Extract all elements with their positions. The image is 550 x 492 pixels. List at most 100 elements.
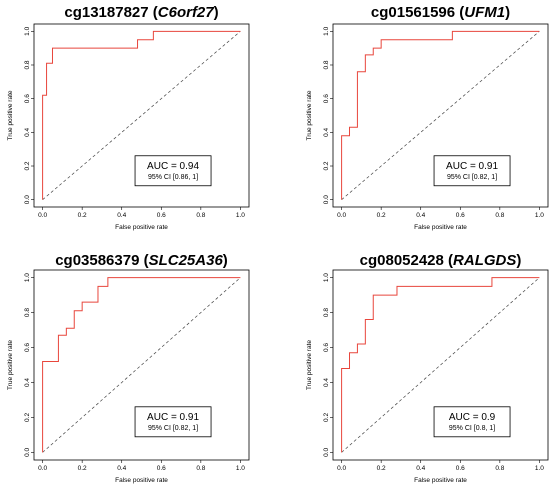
title-gene: UFM1 [464,4,505,21]
ci-label: 95% CI [0.86, 1] [148,174,198,181]
y-axis-label: True positive rate [7,340,14,390]
x-axis-label: False positive rate [115,477,168,484]
auc-box: AUC = 0.94 95% CI [0.86, 1] [134,155,212,187]
x-axis-label: False positive rate [414,477,467,484]
x-tick-label: 0.2 [78,212,87,219]
title-close-paren: ) [516,252,521,269]
y-tick-label: 0.6 [24,343,31,352]
title-gene: RALGDS [453,252,516,269]
ci-label: 95% CI [0.8, 1] [449,425,495,432]
title-code: cg13187827 ( [64,4,157,21]
title-close-paren: ) [223,252,228,269]
x-tick-label: 0.0 [38,465,47,472]
auc-box-frame [134,406,212,438]
y-tick-label: 0.0 [323,195,330,204]
ci-label: 95% CI [0.82, 1] [148,425,198,432]
x-tick-label: 0.2 [78,465,87,472]
x-tick-label: 0.2 [377,212,386,219]
y-tick-label: 0.0 [24,448,31,457]
y-axis-label: True positive rate [306,90,313,140]
auc-label: AUC = 0.9 [449,412,496,423]
y-tick-label: 0.0 [24,195,31,204]
roc-panel: cg08052428 (RALGDS) 0.0 0.0 0.2 0.2 0.4 0.4 0.6… [306,252,549,484]
x-tick-label: 1.0 [535,212,544,219]
plot-frame [332,23,549,208]
roc-curve [341,277,540,453]
x-tick-label: 0.4 [117,212,126,219]
roc-curve [341,30,540,200]
panel-title: cg13187827 (C6orf27) [64,4,218,21]
roc-panel: cg13187827 (C6orf27) 0.0 0.0 0.2 0.2 0.4 0.4 0.… [7,4,250,231]
y-tick-label: 0.6 [24,94,31,103]
x-axis-label: False positive rate [414,224,467,231]
panel-title: cg03586379 (SLC25A36) [55,252,228,269]
x-axis-label: False positive rate [115,224,168,231]
y-tick-label: 1.0 [24,26,31,35]
y-tick-label: 0.2 [323,161,330,170]
x-tick-label: 0.6 [157,465,166,472]
title-code: cg01561596 ( [371,4,464,21]
plot-frame [332,269,549,461]
x-tick-label: 0.4 [117,465,126,472]
y-tick-label: 0.8 [24,60,31,69]
y-tick-label: 0.2 [24,413,31,422]
x-tick-label: 0.4 [416,212,425,219]
roc-panel: cg03586379 (SLC25A36) 0.0 0.0 0.2 0.2 0.4 0.4 0… [7,252,250,484]
y-axis-label: True positive rate [306,340,313,390]
x-tick-label: 0.6 [157,212,166,219]
x-tick-label: 0.4 [416,465,425,472]
title-close-paren: ) [214,4,219,21]
y-tick-label: 0.4 [24,127,31,136]
y-tick-label: 0.0 [323,448,330,457]
auc-label: AUC = 0.91 [446,161,498,172]
chance-diagonal [42,31,241,200]
x-tick-label: 0.6 [456,212,465,219]
y-tick-label: 0.2 [24,161,31,170]
chance-diagonal [341,31,540,200]
auc-box-frame [134,155,212,187]
auc-box: AUC = 0.91 95% CI [0.82, 1] [134,406,212,438]
y-tick-label: 0.4 [323,378,330,387]
panel-title: cg08052428 (RALGDS) [360,252,522,269]
auc-box-frame [433,155,511,187]
x-tick-label: 0.0 [337,465,346,472]
roc-panel: cg01561596 (UFM1) 0.0 0.0 0.2 0.2 0.4 0.4 0.6 0.… [306,4,549,231]
y-tick-label: 1.0 [323,26,330,35]
roc-curve [42,30,241,200]
y-tick-label: 0.4 [24,378,31,387]
title-gene: C6orf27 [158,4,215,21]
title-code: cg08052428 ( [360,252,453,269]
title-close-paren: ) [505,4,510,21]
y-tick-label: 0.8 [323,60,330,69]
auc-label: AUC = 0.94 [147,161,199,172]
x-tick-label: 0.8 [495,465,504,472]
y-tick-label: 0.8 [323,308,330,317]
y-tick-label: 1.0 [323,273,330,282]
y-tick-label: 0.2 [323,413,330,422]
y-axis-label: True positive rate [7,90,14,140]
auc-box-frame [433,406,511,438]
title-code: cg03586379 ( [55,252,148,269]
x-tick-label: 0.8 [196,212,205,219]
y-tick-label: 0.4 [323,127,330,136]
auc-box: AUC = 0.9 95% CI [0.8, 1] [433,406,511,438]
x-tick-label: 1.0 [236,212,245,219]
y-tick-label: 0.6 [323,94,330,103]
x-tick-label: 0.0 [38,212,47,219]
y-tick-label: 0.8 [24,308,31,317]
y-tick-label: 1.0 [24,273,31,282]
roc-curve [42,277,241,453]
x-tick-label: 0.2 [377,465,386,472]
auc-box: AUC = 0.91 95% CI [0.82, 1] [433,155,511,187]
plot-frame [33,23,250,208]
x-tick-label: 0.6 [456,465,465,472]
x-tick-label: 0.0 [337,212,346,219]
y-tick-label: 0.6 [323,343,330,352]
panel-title: cg01561596 (UFM1) [371,4,510,21]
x-tick-label: 1.0 [236,465,245,472]
x-tick-label: 0.8 [495,212,504,219]
auc-label: AUC = 0.91 [147,412,199,423]
title-gene: SLC25A36 [149,252,224,269]
ci-label: 95% CI [0.82, 1] [447,174,497,181]
